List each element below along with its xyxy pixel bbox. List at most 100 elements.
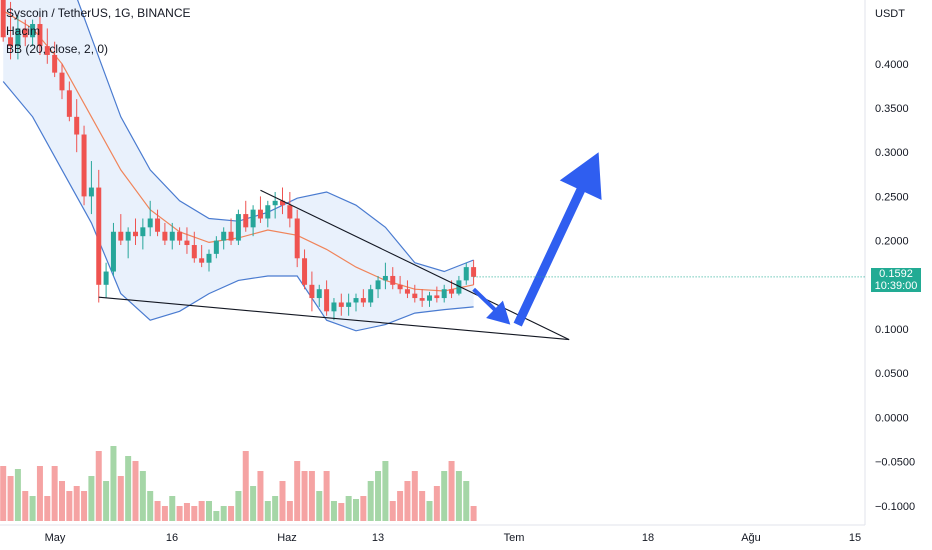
candle [331, 298, 337, 321]
candle [184, 227, 190, 254]
bollinger-lower-band [2, 81, 474, 332]
volume-bar [132, 461, 139, 521]
volume-bar [29, 496, 36, 521]
candle [96, 169, 102, 303]
candle [390, 267, 396, 290]
volume-bar [235, 491, 242, 521]
candle-body [294, 218, 300, 259]
volume-bar [51, 466, 58, 521]
price-tick-label: 0.3500 [875, 103, 909, 115]
candle-body [419, 298, 425, 301]
candle-body [368, 289, 374, 303]
time-tick-label: 16 [166, 532, 178, 544]
candle [353, 293, 359, 312]
volume-bar [191, 506, 198, 521]
candle [360, 289, 366, 307]
volume-bar [301, 471, 308, 521]
candle-body [169, 231, 175, 241]
candle [235, 209, 241, 246]
candle-body [250, 209, 256, 228]
candle [412, 284, 418, 303]
volume-bar [117, 476, 124, 521]
candle-body [265, 205, 271, 219]
volume-bar [360, 496, 367, 521]
candle [338, 293, 344, 316]
volume-bar [272, 496, 279, 521]
volume-bar [345, 496, 352, 521]
volume-bar [257, 471, 264, 521]
candle [272, 191, 278, 219]
volume-bar [95, 451, 102, 521]
volume-bar [110, 446, 117, 521]
candle [103, 262, 109, 299]
volume-bar [426, 501, 433, 521]
volume-bar [389, 501, 396, 521]
price-tick-label: 0.3000 [875, 147, 909, 159]
candle [8, 1, 14, 60]
candle-body [110, 231, 116, 272]
candle-body [177, 231, 183, 241]
price-tick-label: 0.2000 [875, 236, 909, 248]
candle-body [66, 90, 72, 117]
candle [0, 0, 6, 42]
candle-body [324, 289, 330, 312]
volume-bar [470, 506, 477, 521]
volume-bar [279, 481, 286, 521]
candle-body [280, 200, 285, 206]
candle [375, 275, 381, 299]
volume-bar [220, 506, 227, 521]
candle [324, 280, 330, 316]
last-price-value: 0.1592 [879, 267, 913, 280]
volume-bar [448, 461, 455, 521]
price-axis-currency: USDT [875, 8, 905, 20]
candle [449, 280, 455, 299]
candle-body [103, 271, 109, 285]
arrow-up-annotation [513, 152, 602, 327]
volume-bar [103, 481, 110, 521]
candle [74, 99, 80, 153]
volume-bar [228, 506, 235, 521]
candle [346, 293, 352, 316]
volume-bar [206, 501, 212, 521]
candle-body [37, 24, 43, 47]
candle-body [302, 258, 308, 285]
volume-bar [397, 491, 404, 521]
candle-body [15, 28, 21, 47]
time-tick-label: 13 [372, 532, 384, 544]
arrow-down-annotation [472, 287, 511, 325]
candle-body [471, 267, 477, 277]
candle [59, 63, 65, 100]
candle-body [0, 0, 6, 38]
candle-body [456, 280, 462, 294]
candle-body [213, 240, 219, 254]
volume-bar [441, 471, 448, 521]
candle-body [346, 302, 352, 307]
candle [471, 260, 477, 285]
last-price-badge: 0.1592 10:39:00 [871, 267, 921, 292]
candle [221, 227, 227, 250]
volume-bar [7, 476, 14, 521]
candle [441, 284, 447, 303]
volume-indicator-label[interactable]: Hacim [6, 24, 41, 38]
candle-body [338, 302, 344, 307]
candle [199, 245, 205, 268]
candle [177, 227, 183, 246]
candle-body [191, 245, 197, 259]
price-tick-label: 0.2500 [875, 191, 909, 203]
volume-bar [353, 499, 359, 521]
bollinger-indicator-label[interactable]: BB (20, close, 2, 0) [6, 42, 109, 56]
volume-bar [463, 481, 470, 521]
candle-body [81, 134, 87, 197]
candle-body [412, 293, 418, 299]
volume-bar [14, 469, 21, 521]
candle [125, 227, 131, 259]
candle [382, 262, 388, 290]
candle-body [257, 209, 263, 219]
volume-bar [169, 496, 176, 521]
bar-countdown: 10:39:00 [874, 279, 918, 292]
candle [66, 81, 72, 122]
symbol-title[interactable]: Syscoin / TetherUS, 1G, BINANCE [6, 6, 191, 20]
volume-bar [264, 501, 271, 521]
candle-body [397, 284, 403, 290]
